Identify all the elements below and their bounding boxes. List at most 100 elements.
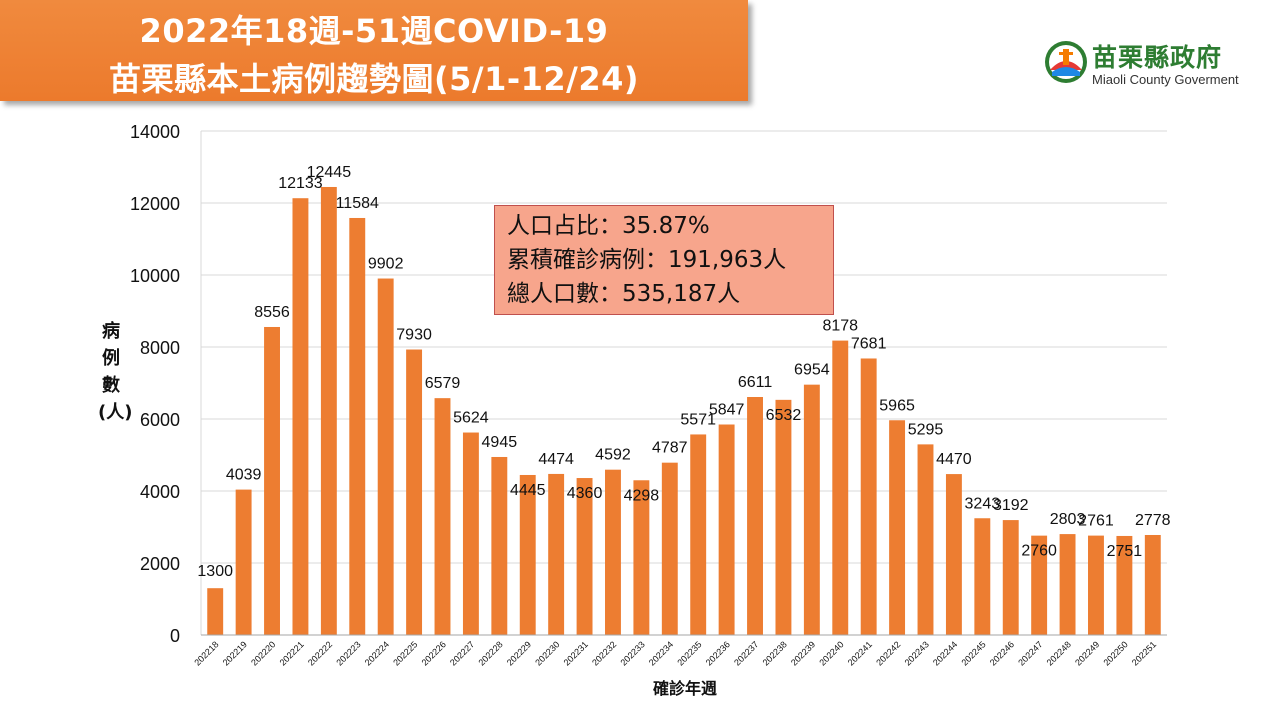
value-label-202230: 4474 [538, 451, 574, 468]
x-tick-label: 202239 [789, 639, 817, 667]
bar-202235 [690, 434, 707, 635]
value-label-202223: 11584 [336, 195, 379, 212]
bar-202225 [406, 349, 423, 635]
y-axis-ticks: 0 2000 4000 6000 8000 10000 12000 14000 [130, 122, 180, 646]
cumulative-cases-text: 累積確診病例：191,963人 [507, 247, 787, 273]
value-label-202247: 2760 [1021, 543, 1057, 560]
x-tick-label: 202222 [306, 639, 334, 667]
bar-202247 [1031, 535, 1048, 635]
x-tick-label: 202245 [959, 639, 987, 667]
population-share-text: 人口占比：35.87% [507, 213, 710, 239]
y-tick-label: 4000 [140, 482, 180, 502]
x-tick-label: 202232 [590, 639, 618, 667]
bar-202232 [605, 469, 621, 635]
x-axis-label: 確診年週 [652, 679, 717, 698]
value-label-202239: 6954 [794, 362, 830, 379]
value-label-202245: 3243 [965, 495, 1001, 512]
x-tick-label: 202226 [420, 639, 448, 667]
logo-english-name: Miaoli County Goverment [1092, 72, 1239, 87]
y-tick-label: 6000 [140, 410, 180, 430]
bar-202238 [775, 399, 792, 635]
logo-name: 苗栗縣政府 [1092, 43, 1223, 72]
bar-202229 [519, 474, 536, 635]
value-label-202244: 4470 [936, 451, 972, 468]
y-tick-label: 12000 [130, 194, 180, 214]
x-tick-label: 202221 [278, 639, 306, 667]
bar-202233 [633, 480, 650, 635]
x-tick-label: 202229 [505, 639, 533, 667]
bar-202244 [945, 474, 962, 635]
x-tick-label: 202223 [334, 639, 362, 667]
value-label-202224: 9902 [368, 256, 404, 273]
x-tick-label: 202234 [647, 639, 675, 667]
bar-202250 [1116, 535, 1133, 635]
value-label-202242: 5965 [879, 397, 915, 414]
value-label-202248: 2803 [1050, 511, 1086, 528]
x-tick-label: 202231 [562, 639, 590, 667]
x-tick-label: 202247 [1016, 639, 1044, 667]
value-label-202229: 4445 [510, 482, 546, 499]
x-tick-label: 202227 [448, 639, 476, 667]
x-tick-label: 202249 [1073, 639, 1101, 667]
bar-202228 [491, 456, 508, 635]
bar-202236 [718, 424, 735, 635]
x-tick-label: 202248 [1045, 639, 1073, 667]
x-tick-label: 202238 [761, 639, 789, 667]
value-label-202234: 4787 [652, 440, 688, 457]
value-label-202238: 6532 [766, 407, 802, 424]
x-tick-label: 202225 [391, 639, 419, 667]
value-label-202231: 4360 [567, 485, 603, 502]
y-tick-label: 14000 [130, 122, 180, 142]
title-banner: 2022年18週-51週COVID-19 苗栗縣本土病例趨勢圖(5/1-12/2… [0, 0, 748, 101]
x-tick-label: 202218 [192, 639, 220, 667]
y-tick-label: 0 [170, 626, 180, 646]
x-tick-label: 202243 [903, 639, 931, 667]
chart-title-line-1: 2022年18週-51週COVID-19 [139, 12, 609, 50]
y-tick-label: 8000 [140, 338, 180, 358]
total-population-text: 總人口數：535,187人 [507, 281, 741, 307]
x-tick-label: 202224 [363, 639, 391, 667]
summary-box: 人口占比：35.87% 累積確診病例：191,963人 總人口數：535,187… [494, 205, 834, 315]
value-label-202235: 5571 [680, 411, 716, 428]
value-label-202221: 12133 [278, 175, 323, 192]
bar-202246 [1002, 520, 1019, 635]
value-label-202237: 6611 [738, 374, 773, 391]
x-tick-label: 202246 [988, 639, 1016, 667]
value-label-202240: 8178 [822, 318, 858, 335]
value-label-202243: 5295 [908, 421, 944, 438]
x-tick-label: 202237 [732, 639, 760, 667]
x-tick-label: 202244 [931, 639, 959, 667]
value-label-202249: 2761 [1078, 513, 1114, 530]
bar-202231 [576, 478, 593, 635]
x-tick-label: 202219 [221, 639, 249, 667]
value-label-202227: 5624 [453, 410, 489, 427]
bar-202224 [377, 278, 394, 635]
x-tick-label: 202228 [476, 639, 504, 667]
x-tick-label: 202236 [704, 639, 732, 667]
bar-202242 [889, 420, 906, 635]
value-label-202219: 4039 [226, 467, 262, 484]
value-label-202226: 6579 [425, 375, 461, 392]
bar-202234 [661, 462, 678, 635]
x-tick-label: 202235 [675, 639, 703, 667]
value-label-202222: 12445 [307, 164, 352, 181]
x-tick-label: 202250 [1101, 639, 1129, 667]
x-axis-ticks: 202218 202219 202220 202221 202222 202223 2022… [192, 639, 1158, 667]
miaoli-county-emblem-icon [1045, 41, 1087, 83]
x-tick-label: 202220 [249, 639, 277, 667]
value-label-202232: 4592 [595, 447, 631, 464]
x-tick-label: 202233 [618, 639, 646, 667]
bar-202220 [264, 326, 280, 635]
value-label-202251: 2778 [1135, 512, 1171, 529]
bar-202241 [860, 358, 877, 635]
value-label-202236: 5847 [709, 402, 745, 419]
bar-202227 [462, 432, 479, 635]
miaoli-county-logo: 苗栗縣政府 Miaoli County Goverment [1044, 38, 1274, 90]
x-tick-label: 202230 [533, 639, 561, 667]
value-label-202225: 7930 [396, 327, 432, 344]
x-tick-label: 202251 [1130, 639, 1158, 667]
chart-title-line-2: 苗栗縣本土病例趨勢圖(5/1-12/24) [108, 60, 639, 98]
bar-202230 [548, 473, 565, 635]
